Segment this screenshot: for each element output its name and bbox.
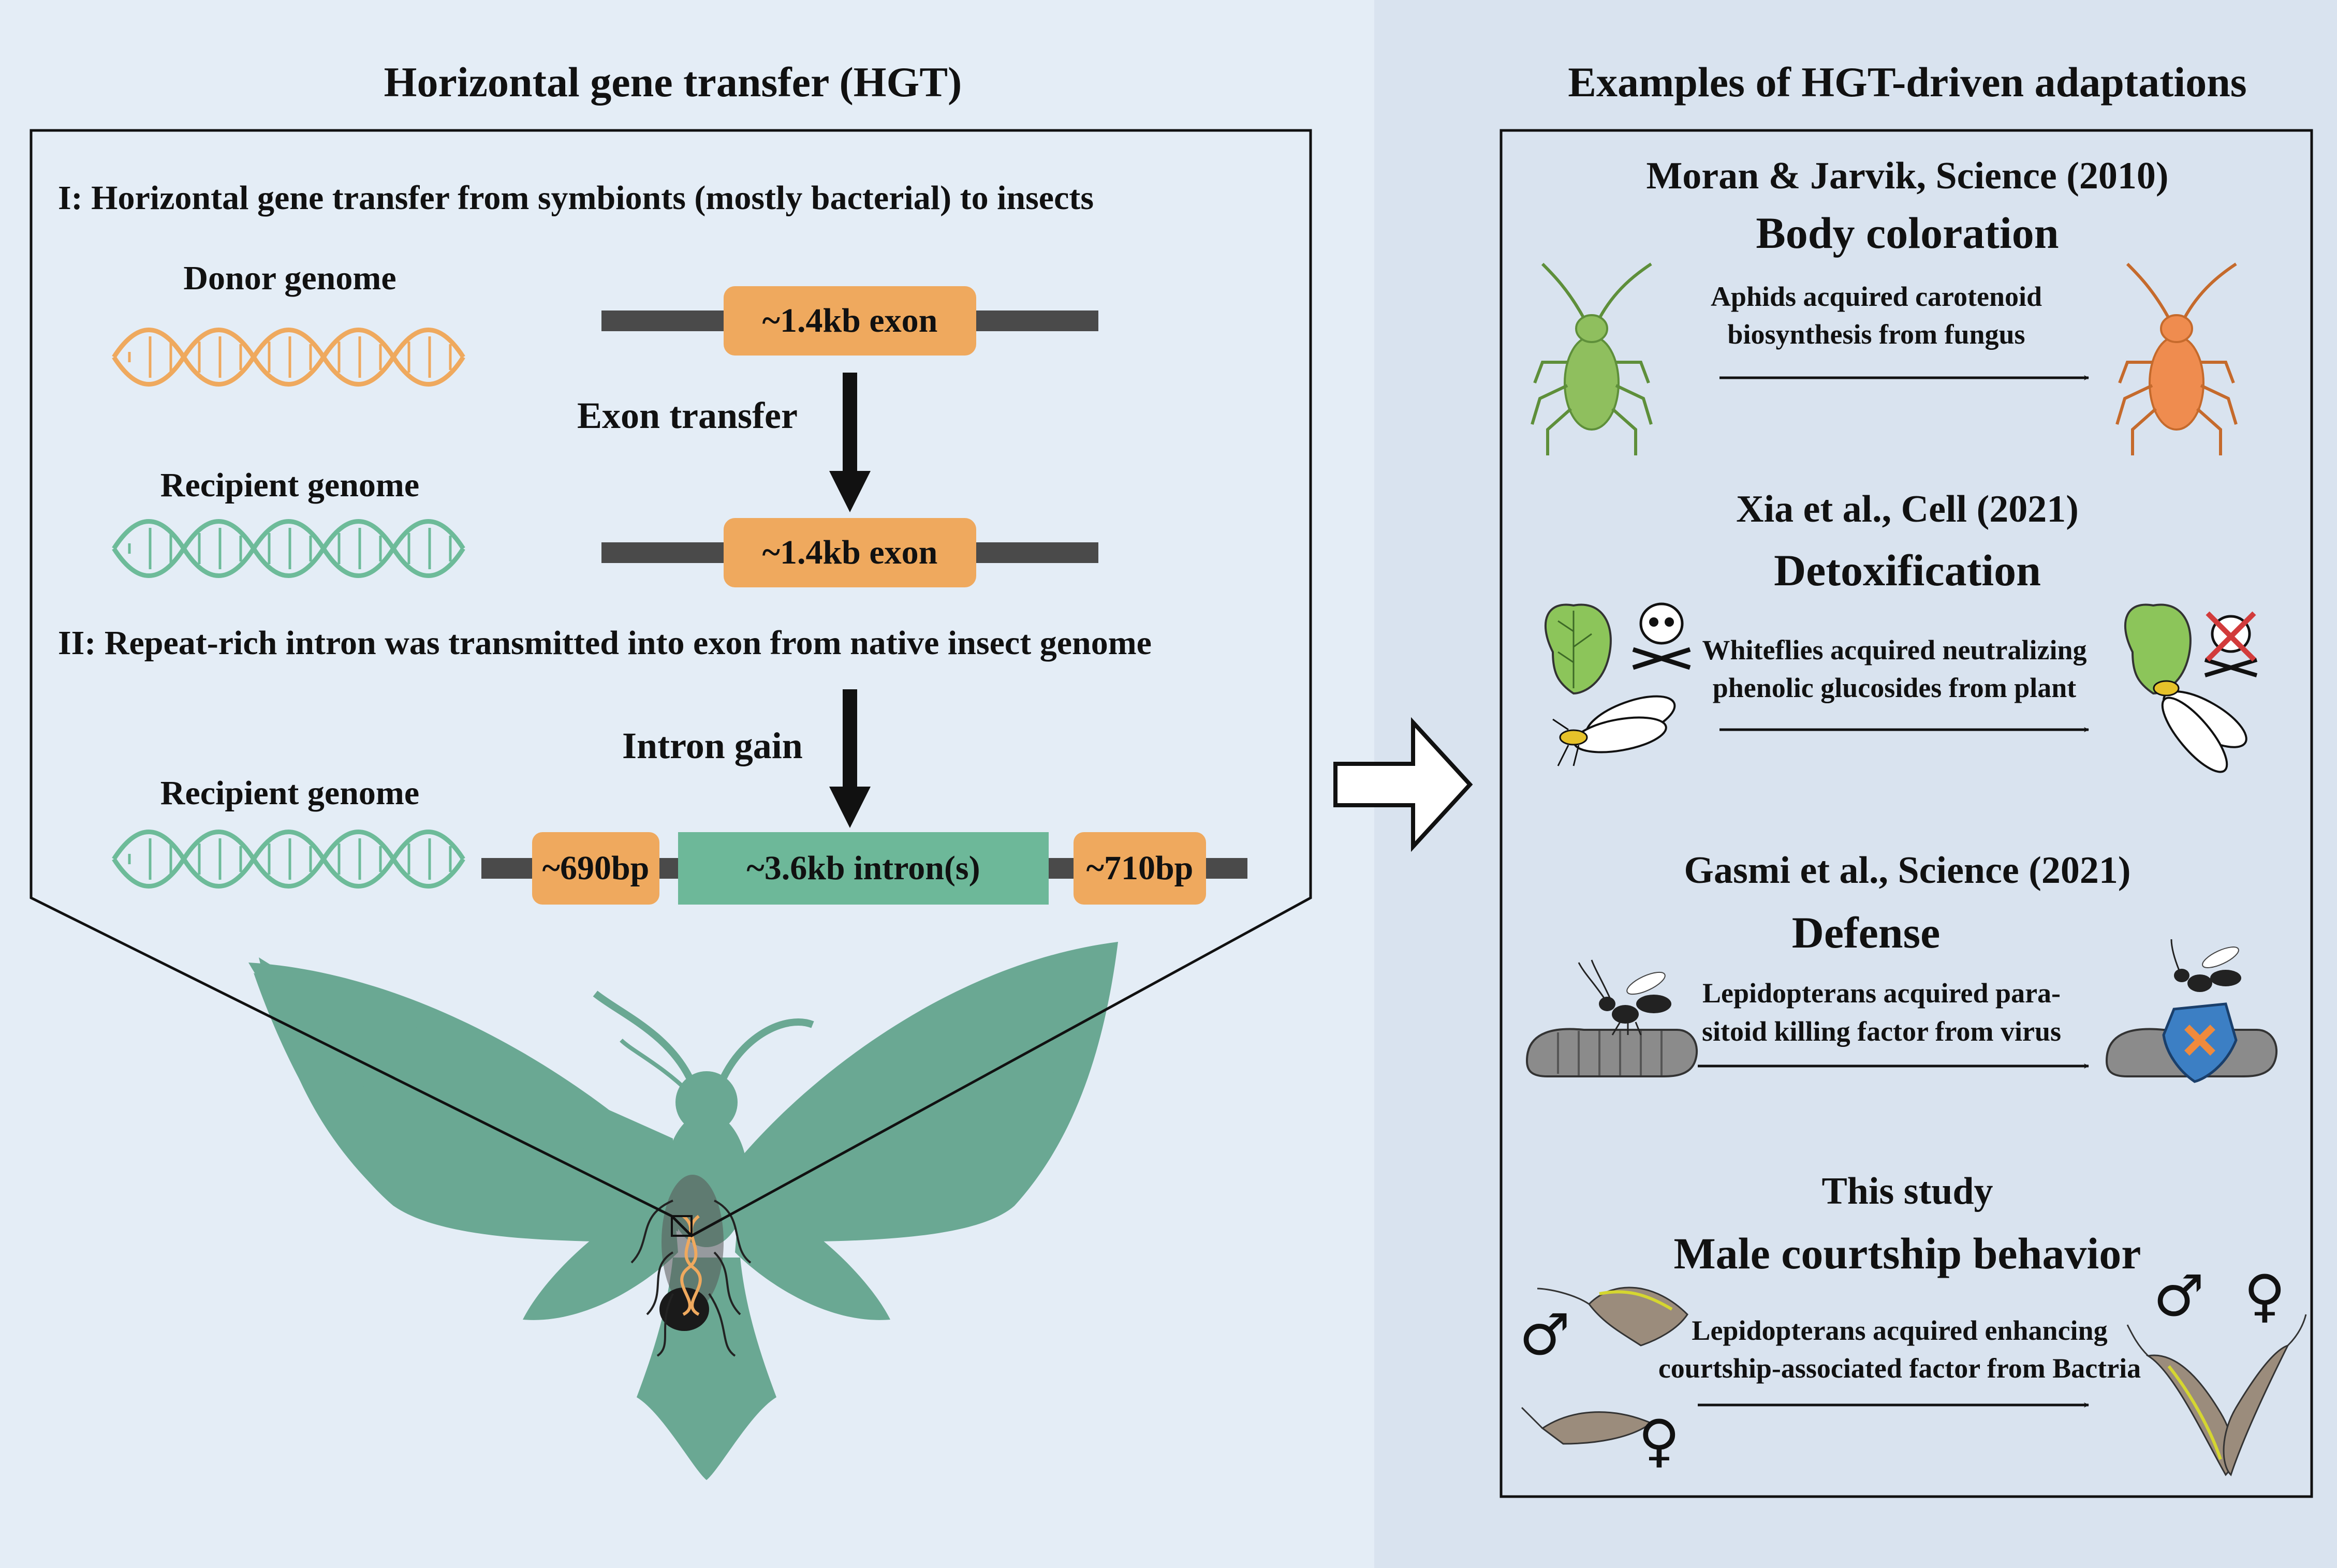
example-1-desc-2: biosynthesis from fungus — [1727, 319, 2025, 350]
donor-genome-label: Donor genome — [183, 259, 396, 297]
exon-710-box — [1074, 832, 1206, 905]
example-4-citation: This study — [1821, 1170, 1993, 1212]
female-symbol-left: ♀ — [1638, 1408, 1680, 1474]
crossed-skull-icon — [2204, 611, 2258, 677]
whitefly-icon — [1552, 695, 1676, 766]
leaf-icon — [1544, 603, 1612, 695]
exon-transfer-arrow — [829, 373, 871, 512]
section-2-heading: II: Repeat-rich intron was transmitted i… — [58, 624, 1152, 662]
donor-exon-box — [724, 286, 976, 356]
recipient-genome-label-2: Recipient genome — [160, 774, 420, 812]
example-3-desc-1: Lepidopterans acquired para- — [1702, 978, 2061, 1009]
wasp-icon-right — [2170, 939, 2241, 992]
female-symbol-right: ♀ — [2244, 1263, 2286, 1329]
example-2-desc-2: phenolic glucosides from plant — [1712, 672, 2077, 703]
skull-icon — [1632, 602, 1691, 670]
example-1-desc-1: Aphids acquired carotenoid — [1710, 281, 2042, 312]
intron-label: ~3.6kb intron(s) — [746, 849, 980, 887]
intron-box — [678, 832, 1049, 905]
mating-moths-icon — [2126, 1314, 2307, 1476]
example-3-desc-2: sitoid killing factor from virus — [1701, 1016, 2061, 1047]
exon-transfer-label: Exon transfer — [577, 395, 798, 436]
male-symbol-left: ♂ — [1519, 1301, 1570, 1368]
donor-exon-label: ~1.4kb exon — [762, 302, 938, 339]
donor-dna-helix — [112, 328, 465, 387]
example-2-trait: Detoxification — [1774, 545, 2041, 595]
shield-icon — [2162, 1002, 2238, 1083]
example-3-citation: Gasmi et al., Science (2021) — [1684, 849, 2131, 892]
example-4-desc-2: courtship-associated factor from Bactria — [1658, 1353, 2141, 1384]
moth-body-detail — [630, 1175, 752, 1357]
wasp-icon — [1578, 959, 1671, 1036]
left-panel-title: Horizontal gene transfer (HGT) — [384, 58, 962, 106]
recipient-exon-box — [724, 518, 976, 587]
example-3-trait: Defense — [1791, 908, 1941, 957]
example-2-citation: Xia et al., Cell (2021) — [1736, 488, 2079, 530]
example-4-desc-1: Lepidopterans acquired enhancing — [1692, 1315, 2108, 1346]
hollow-arrow — [1333, 717, 1473, 852]
orange-aphid-icon — [2115, 262, 2238, 455]
right-panel-title: Examples of HGT-driven adaptations — [1568, 58, 2247, 106]
hgt-frame — [30, 129, 1312, 1238]
male-symbol-right: ♂ — [2153, 1263, 2204, 1329]
female-moth-icon — [1521, 1407, 1653, 1445]
exon-710-label: ~710bp — [1086, 849, 1194, 887]
recipient-exon-label: ~1.4kb exon — [762, 534, 938, 571]
caterpillar-icon — [1525, 1028, 1698, 1077]
exon-690-box — [532, 832, 659, 905]
male-moth-icon — [1537, 1286, 1688, 1347]
example-2-desc-1: Whiteflies acquired neutralizing — [1702, 634, 2087, 665]
intron-gain-label: Intron gain — [622, 725, 803, 766]
examples-frame — [1500, 129, 2313, 1498]
leaf-icon-right — [2124, 603, 2192, 695]
right-panel-bg — [1374, 0, 2337, 1568]
example-1-citation: Moran & Jarvik, Science (2010) — [1646, 155, 2169, 197]
hawkmoth-silhouette — [248, 942, 1118, 1480]
recipient-dna-helix-2 — [112, 830, 465, 889]
zoom-square — [671, 1215, 693, 1237]
section-1-heading: I: Horizontal gene transfer from symbion… — [58, 179, 1094, 217]
recipient-dna-helix-1 — [112, 519, 465, 578]
example-4-trait: Male courtship behavior — [1673, 1229, 2141, 1278]
whitefly-icon-right — [2153, 680, 2247, 773]
example-1-trait: Body coloration — [1756, 208, 2059, 258]
recipient-genome-label-1: Recipient genome — [160, 466, 420, 504]
intron-gain-arrow — [829, 689, 871, 828]
exon-690-label: ~690bp — [542, 849, 650, 887]
green-aphid-icon — [1531, 262, 1653, 455]
